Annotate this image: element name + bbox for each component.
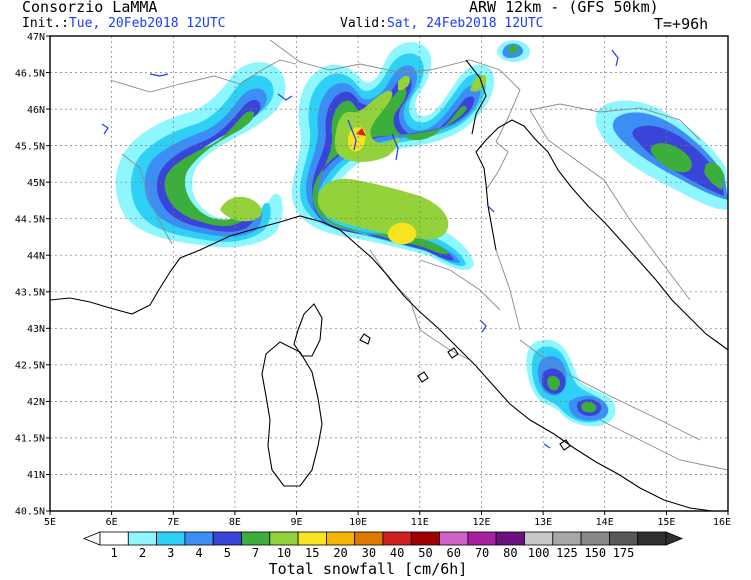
- colorbar-title: Total snowfall [cm/6h]: [269, 560, 468, 578]
- grid-lines: [50, 36, 728, 511]
- lon-label-10e: 10E: [349, 517, 367, 528]
- colorbar-box: [127, 531, 158, 546]
- colorbar-box: [156, 531, 186, 546]
- lon-labels: 5E 6E 7E 8E 9E 10E 11E 12E 13E 14E 15E 1…: [44, 517, 731, 528]
- colorbar-label: 70: [475, 546, 489, 560]
- colorbar-box: [212, 531, 242, 546]
- lat-label-45-5: 45.5N: [15, 142, 45, 153]
- lon-label-11e: 11E: [411, 517, 429, 528]
- colorbar-label: 175: [613, 546, 635, 560]
- colorbar-boxes: [82, 531, 684, 546]
- lon-ticks: [49, 511, 729, 515]
- colorbar-box: [241, 531, 271, 546]
- colorbar-label: 2: [139, 546, 146, 560]
- lat-label-44: 44N: [27, 251, 45, 262]
- lat-labels: 47N 46.5N 46N 45.5N 45N 44.5N 44N 43.5N …: [15, 32, 45, 518]
- colorbar-label: 20: [333, 546, 347, 560]
- snowfall-layer: [115, 40, 728, 427]
- colorbar-label: 40: [390, 546, 404, 560]
- lon-label-16e: 16E: [713, 517, 731, 528]
- colorbar-box: [637, 531, 667, 546]
- colorbar-box: [354, 531, 384, 546]
- lon-label-15e: 15E: [657, 517, 675, 528]
- colorbar-left-arrow: [82, 531, 101, 546]
- colorbar-label: 50: [418, 546, 432, 560]
- org-title: Consorzio LaMMA: [22, 0, 158, 16]
- colorbar-box: [269, 531, 299, 546]
- snow-band-alps-west: [115, 62, 286, 248]
- colorbar-label: 10: [277, 546, 291, 560]
- lat-label-40-5: 40.5N: [15, 507, 45, 518]
- valid-line: Valid:Sat, 24Feb2018 12UTC: [340, 17, 544, 31]
- lat-label-45: 45N: [27, 178, 45, 189]
- colorbar-label: 5: [224, 546, 231, 560]
- colorbar-label: 15: [305, 546, 319, 560]
- lat-label-42: 42N: [27, 397, 45, 408]
- init-label: Init.:: [22, 16, 69, 31]
- lat-label-41-5: 41.5N: [15, 434, 45, 445]
- colorbar: 1 2 3 4 5 7 10 15 20 30 40 50 60 70 80 100 125 150 175 Tot…: [82, 531, 684, 578]
- model-title: ARW 12km - (GFS 50km): [469, 0, 659, 16]
- country-borders: [109, 39, 728, 471]
- colorbar-box: [184, 531, 214, 546]
- colorbar-label: 150: [584, 546, 606, 560]
- snow-band-alps-central: [292, 42, 495, 270]
- colorbar-box: [410, 531, 440, 546]
- snow-band-north-east: [497, 40, 531, 62]
- colorbar-box: [439, 531, 469, 546]
- lon-label-8e: 8E: [229, 517, 241, 528]
- colorbar-right-arrow: [665, 531, 684, 546]
- init-line: Init.:Tue, 20Feb2018 12UTC: [22, 17, 226, 31]
- colorbar-label: 30: [362, 546, 376, 560]
- colorbar-box: [297, 531, 327, 546]
- lon-label-6e: 6E: [106, 517, 118, 528]
- snow-band-abruzzo: [526, 339, 616, 427]
- colorbar-label: 4: [195, 546, 202, 560]
- colorbar-box: [552, 531, 582, 546]
- lat-label-44-5: 44.5N: [15, 215, 45, 226]
- colorbar-box: [467, 531, 497, 546]
- colorbar-box: [524, 531, 554, 546]
- lon-label-9e: 9E: [290, 517, 302, 528]
- lat-label-43: 43N: [27, 324, 45, 335]
- lat-label-46-5: 46.5N: [15, 69, 45, 80]
- colorbar-label: 7: [252, 546, 259, 560]
- lon-label-14e: 14E: [596, 517, 614, 528]
- lon-label-12e: 12E: [472, 517, 490, 528]
- init-value: Tue, 20Feb2018 12UTC: [68, 16, 226, 31]
- lat-label-47: 47N: [27, 32, 45, 43]
- lon-label-13e: 13E: [534, 517, 552, 528]
- colorbar-box: [495, 531, 525, 546]
- colorbar-label: 100: [528, 546, 550, 560]
- coastlines: [50, 59, 728, 511]
- lat-label-43-5: 43.5N: [15, 288, 45, 299]
- lat-label-42-5: 42.5N: [15, 361, 45, 372]
- colorbar-box: [382, 531, 412, 546]
- valid-value: Sat, 24Feb2018 12UTC: [386, 16, 544, 31]
- lon-label-5e: 5E: [44, 517, 56, 528]
- lat-label-46: 46N: [27, 105, 45, 116]
- colorbar-label: 125: [556, 546, 578, 560]
- colorbar-label: 3: [167, 546, 174, 560]
- lat-ticks: [46, 35, 50, 512]
- colorbar-box: [99, 531, 129, 546]
- lakes: [101, 49, 619, 449]
- colorbar-label: 60: [447, 546, 461, 560]
- colorbar-box: [325, 531, 356, 546]
- colorbar-label: 80: [503, 546, 517, 560]
- colorbar-labels: 1 2 3 4 5 7 10 15 20 30 40 50 60 70 80 100 125 150 175: [111, 546, 635, 560]
- map-frame: [49, 35, 729, 512]
- lead-time: T=+96h: [654, 15, 709, 33]
- colorbar-box: [580, 531, 610, 546]
- colorbar-label: 1: [111, 546, 118, 560]
- snow-band-balkans: [595, 100, 728, 210]
- valid-label: Valid:: [340, 16, 387, 31]
- lat-label-41: 41N: [27, 470, 45, 481]
- lon-label-7e: 7E: [167, 517, 179, 528]
- colorbar-box: [609, 531, 639, 546]
